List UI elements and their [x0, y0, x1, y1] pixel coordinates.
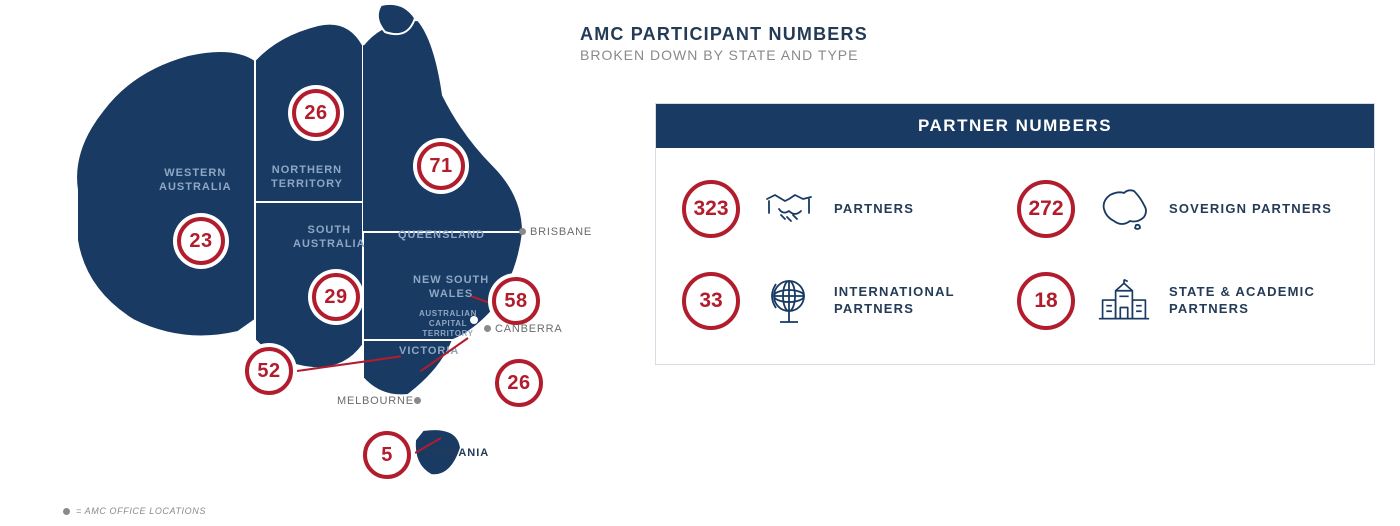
partner-panel: PARTNER NUMBERS 323 PARTNERS 272 [655, 103, 1375, 365]
label-sa: SOUTH AUSTRALIA [293, 224, 366, 252]
partner-badge-2: 33 [678, 268, 744, 334]
partner-badge-1: 272 [1013, 176, 1079, 242]
partner-item-0: 323 PARTNERS [678, 176, 1013, 242]
badge-sa: 29 [308, 269, 364, 325]
title-block: AMC PARTICIPANT NUMBERS BROKEN DOWN BY S… [580, 24, 868, 63]
partner-item-3: 18 STATE & ACADEMIC PARTNERS [1013, 268, 1348, 334]
city-canberra: CANBERRA [495, 323, 563, 335]
label-vic: VICTORIA [399, 345, 459, 359]
label-nt: NORTHERN TERRITORY [271, 164, 343, 192]
partner-item-1: 272 SOVERIGN PARTNERS [1013, 176, 1348, 242]
label-wa: WESTERN AUSTRALIA [159, 167, 232, 195]
partner-label-0: PARTNERS [834, 201, 914, 218]
badge-nt: 26 [288, 85, 344, 141]
badge-nsw: 58 [488, 273, 544, 329]
dot-canberra [484, 325, 491, 332]
partner-label-1: SOVERIGN PARTNERS [1169, 201, 1332, 218]
partner-badge-3: 18 [1013, 268, 1079, 334]
australia-map [63, 0, 603, 520]
partner-item-2: 33 INTERNATIONAL PARTNERS [678, 268, 1013, 334]
building-icon [1097, 277, 1151, 325]
globe-icon [762, 277, 816, 325]
city-melbourne: MELBOURNE [337, 395, 414, 407]
city-brisbane: BRISBANE [530, 226, 592, 238]
panel-header: PARTNER NUMBERS [656, 104, 1374, 148]
badge-tas: 5 [359, 427, 415, 483]
badge-wa: 23 [173, 213, 229, 269]
legend-dot-icon [63, 508, 70, 515]
map-legend: = AMC OFFICE LOCATIONS [63, 506, 206, 516]
badge-qld: 71 [413, 138, 469, 194]
partner-label-3: STATE & ACADEMIC PARTNERS [1169, 284, 1339, 318]
legend-text: = AMC OFFICE LOCATIONS [76, 506, 206, 516]
title-sub: BROKEN DOWN BY STATE AND TYPE [580, 47, 868, 63]
title-main: AMC PARTICIPANT NUMBERS [580, 24, 868, 45]
label-act: AUSTRALIAN CAPITAL TERRITORY [419, 309, 477, 339]
dot-brisbane [519, 228, 526, 235]
label-tas: TASMANIA [424, 447, 489, 461]
dot-melbourne [414, 397, 421, 404]
partner-badge-0: 323 [678, 176, 744, 242]
panel-body: 323 PARTNERS 272 SOVERIGN PARTNERS [656, 148, 1374, 364]
badge-vic: 52 [241, 343, 297, 399]
map-area: WESTERN AUSTRALIA NORTHERN TERRITORY SOU… [63, 0, 603, 526]
partner-label-2: INTERNATIONAL PARTNERS [834, 284, 1004, 318]
badge-act: 26 [491, 355, 547, 411]
label-qld: QUEENSLAND [398, 229, 485, 243]
handshake-icon [762, 185, 816, 233]
australia-icon [1097, 185, 1151, 233]
